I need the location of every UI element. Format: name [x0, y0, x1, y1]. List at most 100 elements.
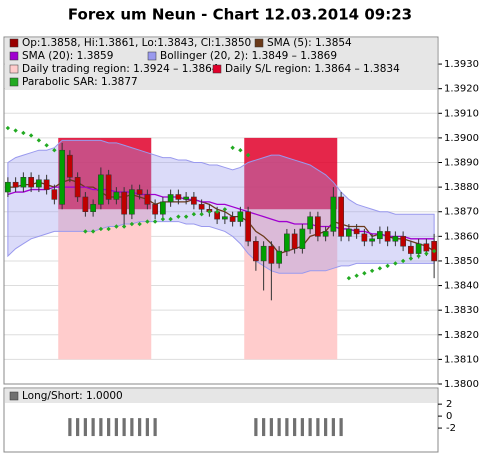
sar-dot [13, 128, 18, 133]
legend-label: SMA (5): 1.3854 [267, 37, 352, 49]
legend-box [5, 389, 437, 403]
bar [316, 418, 320, 437]
candle-body [237, 211, 244, 222]
bar [293, 418, 297, 437]
sar-dot [52, 148, 57, 153]
bar [262, 418, 266, 437]
bar [122, 418, 126, 437]
bar [76, 418, 80, 437]
candle-body [346, 228, 352, 237]
sar-dot [354, 273, 359, 278]
candle-body [191, 196, 197, 205]
candle-body [183, 196, 189, 200]
legend-swatch [9, 64, 19, 74]
bar [300, 418, 304, 437]
bar [308, 418, 312, 437]
candle-body [408, 245, 414, 254]
sar-dot [114, 224, 119, 229]
legend-swatch [9, 77, 19, 87]
sar-dot [408, 256, 414, 261]
y-tick-label: 1.3860 [444, 231, 479, 242]
legend-swatch [254, 38, 264, 48]
plot-frame [3, 36, 439, 385]
candle-body [260, 245, 267, 262]
bar [331, 418, 335, 437]
candle-body [276, 250, 282, 264]
bar [153, 418, 157, 437]
sar-dot [245, 152, 251, 158]
sar-dot [191, 211, 197, 217]
sar-dot [145, 219, 150, 224]
candle-body [353, 228, 360, 235]
y-tick-label: 1.3920 [444, 84, 479, 95]
candle-body [121, 191, 127, 215]
candle-body [175, 194, 182, 200]
candle-body [284, 233, 290, 252]
candle-body [369, 238, 375, 242]
candle-body [152, 204, 158, 215]
y-tick-label: 1.3810 [444, 354, 479, 365]
candle-body [12, 181, 19, 188]
candle-body [198, 204, 205, 210]
bar [269, 418, 273, 437]
candle-body [167, 194, 174, 203]
sar-dot [230, 145, 235, 150]
y-tick-label: 1.3910 [444, 108, 479, 119]
y-tick-label: -2 [446, 423, 456, 434]
y-tick-label: 1.3840 [444, 281, 479, 292]
candle-body [113, 191, 120, 200]
sar-dot [346, 275, 352, 281]
candle-body [330, 196, 337, 232]
sar-dot [183, 214, 189, 219]
bar [138, 418, 142, 437]
candle-body [400, 236, 406, 247]
candle-body [20, 177, 27, 188]
y-tick-label: 0 [446, 411, 452, 422]
sar-dot [431, 248, 437, 254]
sar-dot [83, 229, 88, 234]
candle-body [28, 177, 34, 188]
candle-body [415, 243, 422, 254]
y-tick-label: 1.3880 [444, 182, 479, 193]
sar-dot [121, 224, 127, 229]
sar-dot [424, 251, 429, 256]
sar-dot [36, 138, 42, 143]
bar [83, 418, 87, 437]
bar [145, 418, 149, 437]
legend: Op:1.3858, Hi:1.3861, Lo:1.3843, Cl:1.38… [5, 37, 437, 90]
chart-title: Forex um Neun - Chart 12.03.2014 09:23 [68, 6, 412, 24]
sar-dot [44, 143, 49, 148]
sar-dot [400, 258, 406, 264]
sar-dot [214, 209, 220, 214]
y-tick-label: 1.3870 [444, 207, 479, 218]
candle-body [98, 174, 104, 205]
candle-body [307, 216, 313, 230]
bar [130, 418, 134, 437]
candle-body [36, 179, 42, 188]
candle-body [315, 216, 321, 237]
bar [277, 418, 281, 437]
candle-body [43, 179, 50, 190]
candle-body [423, 243, 430, 252]
y-tick-label: 1.3820 [444, 330, 479, 341]
bar [324, 418, 328, 437]
bar [99, 418, 103, 437]
y-tick-label: 1.3890 [444, 158, 479, 169]
candle-body [67, 154, 73, 178]
candle-body [82, 196, 89, 212]
candle-body [136, 189, 143, 195]
legend-swatch [9, 51, 19, 61]
sar-dot [5, 125, 11, 131]
sar-dot [207, 209, 212, 214]
candle-body [229, 216, 236, 222]
legend-label: Parabolic SAR: 1.3877 [22, 76, 138, 88]
legend-label: Long/Short: 1.0000 [22, 390, 123, 402]
sar-dot [98, 226, 104, 232]
y-tick-label: 2 [446, 399, 452, 410]
candle-body [90, 204, 96, 212]
sar-dot [176, 214, 181, 219]
legend-label: Daily S/L region: 1.3864 – 1.3834 [225, 63, 400, 75]
candle-body [105, 174, 112, 200]
candle-body [5, 181, 11, 193]
